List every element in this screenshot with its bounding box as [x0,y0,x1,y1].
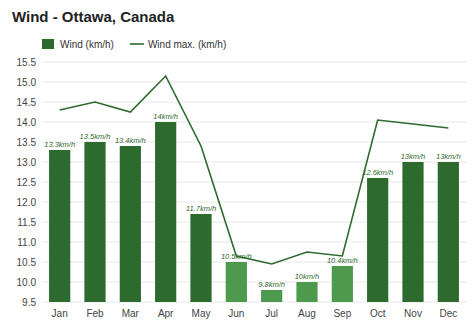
y-tick-label: 15.0 [17,77,37,88]
data-label: 13km/h [401,152,426,161]
bar [84,142,105,302]
x-tick-label: Jul [265,308,278,319]
x-tick-label: Sep [333,308,351,319]
x-tick-label: Feb [86,308,104,319]
y-tick-label: 11.5 [17,217,36,228]
data-label: 11.7km/h [186,204,216,213]
y-tick-label: 12.0 [17,197,37,208]
x-tick-label: Nov [404,308,422,319]
legend-label: Wind (km/h) [60,39,114,50]
x-tick-label: Mar [122,308,140,319]
bar [261,290,282,302]
y-tick-label: 10.5 [17,257,37,268]
y-tick-label: 14.5 [17,97,37,108]
grid-line [42,102,466,103]
bar [155,122,176,302]
data-label: 10.4km/h [327,256,358,265]
x-tick-label: May [192,308,211,319]
grid-line [42,62,466,63]
legend-label: Wind max. (km/h) [148,39,226,50]
bar [332,266,353,302]
data-label: 13.3km/h [44,140,75,149]
data-label: 14km/h [153,112,178,121]
legend-swatch [130,43,144,45]
bar [190,214,211,302]
x-tick-label: Oct [370,308,386,319]
data-label: 10.5km/h [221,252,252,261]
x-tick-label: Dec [439,308,457,319]
bar [438,162,459,302]
y-tick-label: 13.5 [17,137,37,148]
y-tick-label: 14.0 [17,117,37,128]
legend-swatch [42,39,54,49]
data-label: 10km/h [295,272,320,281]
bar [226,262,247,302]
x-tick-label: Jan [52,308,68,319]
y-tick-label: 15.5 [17,57,37,68]
legend: Wind (km/h) Wind max. (km/h) [42,39,226,50]
data-label: 12.6km/h [362,168,393,177]
x-tick-label: Apr [158,308,174,319]
y-tick-label: 10.0 [17,277,37,288]
bar [367,178,388,302]
y-tick-label: 12.5 [17,177,37,188]
chart: Wind - Ottawa, Canada 9.5 10.0 10.5 11.0 11.5… [0,0,474,331]
plot-area [49,76,459,302]
x-tick-label: Jun [228,308,244,319]
y-tick-label: 11.0 [17,237,36,248]
bar [402,162,423,302]
title: Wind - Ottawa, Canada [12,8,175,25]
grid-line [42,82,466,83]
bar [120,146,141,302]
data-label: 13km/h [436,152,461,161]
grid [42,62,466,302]
bar [296,282,317,302]
data-labels: 13.3km/h 13.5km/h 13.4km/h 14km/h 11.7km/h 10… [44,112,460,289]
line [60,76,449,264]
data-label: 13.4km/h [115,136,146,145]
data-label: 9.8km/h [258,280,285,289]
x-tick-label: Aug [298,308,316,319]
y-tick-label: 9.5 [22,297,36,308]
data-label: 13.5km/h [80,132,111,141]
bar [49,150,70,302]
y-tick-label: 13.0 [17,157,37,168]
